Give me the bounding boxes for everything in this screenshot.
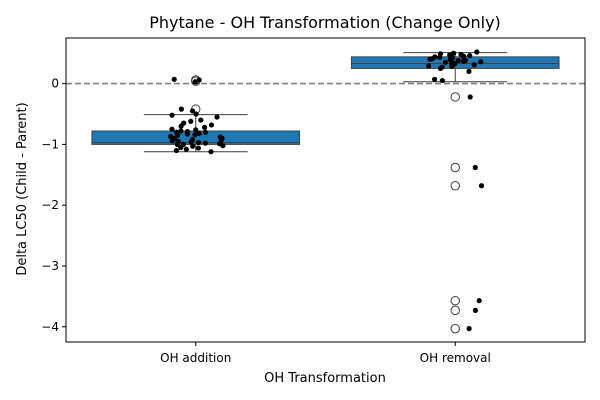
data-point <box>472 307 478 313</box>
data-point <box>196 77 202 83</box>
data-point <box>208 149 214 155</box>
data-point <box>196 139 202 146</box>
data-point <box>178 123 184 129</box>
data-point <box>437 65 444 71</box>
data-point <box>467 53 473 59</box>
data-point <box>190 108 196 114</box>
y-tick-label: −3 <box>41 259 59 273</box>
outlier-marker <box>450 162 460 173</box>
data-point <box>202 140 208 146</box>
data-point <box>432 76 438 82</box>
data-point <box>472 164 478 171</box>
y-tick-label: −1 <box>41 137 59 151</box>
data-point <box>202 129 208 135</box>
data-point <box>426 63 432 69</box>
data-point <box>478 183 485 189</box>
data-point <box>439 77 445 84</box>
data-point <box>474 49 480 55</box>
chart-title: Phytane - OH Transformation (Change Only… <box>149 13 501 32</box>
data-point <box>214 114 220 120</box>
box-2 <box>350 52 560 334</box>
data-point <box>466 326 472 332</box>
data-point <box>169 112 175 118</box>
data-point <box>467 94 473 100</box>
data-point <box>174 141 180 147</box>
data-point <box>455 57 461 64</box>
y-axis: 0 −1 −2 −3 −4 <box>41 77 66 334</box>
data-point <box>184 131 190 137</box>
y-tick-label: 0 <box>51 77 59 91</box>
data-point <box>188 118 194 124</box>
x-tick-label: OH removal <box>420 351 491 365</box>
points-1 <box>168 76 226 155</box>
data-point <box>178 106 184 112</box>
data-point <box>192 132 198 138</box>
data-point <box>178 128 184 134</box>
data-point <box>427 56 433 62</box>
data-point <box>198 117 204 123</box>
data-point <box>442 59 448 65</box>
y-tick-label: −4 <box>41 320 59 334</box>
data-point <box>217 141 223 147</box>
data-point <box>178 144 184 151</box>
data-point <box>169 126 175 132</box>
data-point <box>208 122 215 128</box>
data-point <box>476 298 482 304</box>
data-point <box>460 58 467 64</box>
y-tick-label: −2 <box>41 198 59 212</box>
data-point <box>193 111 199 117</box>
x-axis: OH addition OH removal <box>160 342 491 365</box>
data-point <box>173 147 179 154</box>
outlier-marker <box>450 92 460 102</box>
plot-frame <box>65 37 586 343</box>
data-point <box>168 133 174 140</box>
data-point <box>188 139 194 145</box>
data-point <box>466 68 472 75</box>
y-axis-label: Delta LC50 (Child - Parent) <box>15 102 30 275</box>
data-point <box>193 127 199 133</box>
x-tick-label: OH addition <box>160 351 231 365</box>
data-point <box>471 62 477 68</box>
data-point <box>449 63 455 70</box>
data-point <box>460 53 466 59</box>
plot-area <box>65 37 586 343</box>
outlier-marker <box>450 181 460 191</box>
outlier-marker <box>450 323 460 334</box>
data-point <box>196 130 202 137</box>
data-point <box>451 50 457 56</box>
data-point <box>437 54 443 61</box>
data-point <box>195 145 201 151</box>
data-point <box>171 76 177 82</box>
data-point <box>202 124 208 130</box>
data-point <box>190 143 196 149</box>
points-2 <box>426 49 485 332</box>
outlier-marker <box>450 295 460 306</box>
x-axis-label: OH Transformation <box>264 371 386 386</box>
data-point <box>169 138 175 144</box>
data-point <box>183 146 189 152</box>
data-point <box>192 79 198 85</box>
data-point <box>478 59 484 65</box>
outlier-marker <box>450 305 460 316</box>
